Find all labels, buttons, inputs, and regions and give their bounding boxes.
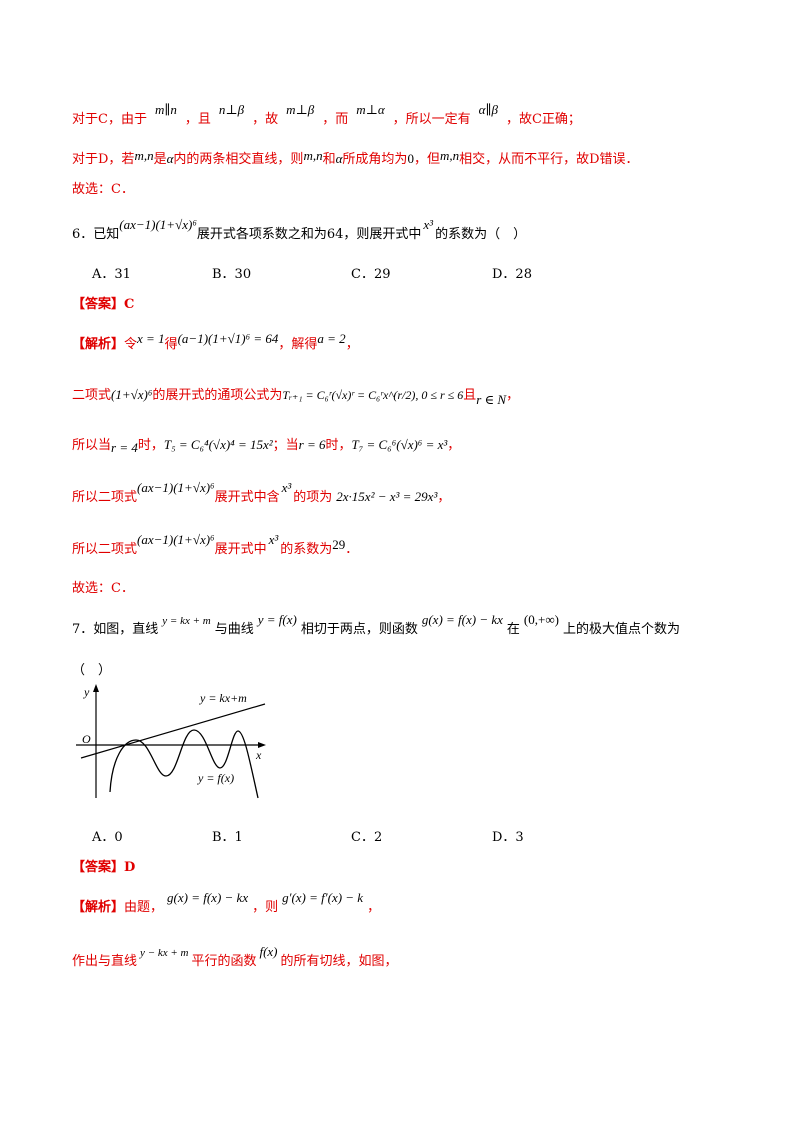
math-m-parallel-n: m∥n xyxy=(154,102,177,117)
q7-option-b: B．1 xyxy=(212,830,243,845)
label-curve: y = f(x) xyxy=(197,771,234,785)
solution-6-line-1: 【解析】令x = 1得(a−1)(1+√1)⁶ = 64，解得a = 2， xyxy=(72,331,359,352)
solution-c-line: 对于C，由于m∥n，且n⊥β，故m⊥β，而m⊥α，所以一定有α∥β，故C正确； xyxy=(72,102,581,127)
solution-6-choice: 故选：C． xyxy=(72,581,134,596)
question-7: 7．如图，直线y = kx + m与曲线y = f(x)相切于两点，则函数g(x… xyxy=(72,612,680,637)
solution-d-line: 对于D，若m,n是α内的两条相交直线，则m,n和α所成角均为0，但m,n相交，从… xyxy=(72,148,639,167)
choice-line: 故选：C． xyxy=(72,182,134,197)
math-m-perp-beta: m⊥β xyxy=(286,102,315,117)
answer-6: 【答案】C xyxy=(72,297,135,312)
q7-option-a: A．0 xyxy=(92,830,123,845)
solution-6-line-3: 所以当r = 4时，T₅ = C₆⁴(√x)⁴ = 15x²；当r = 6时，T… xyxy=(72,437,461,455)
solution-7-line-1: 【解析】由题，g(x) = f(x) − kx，则g′(x) = f′(x) −… xyxy=(72,890,381,915)
q7-option-d: D．3 xyxy=(492,830,524,845)
option-d: D．28 xyxy=(492,267,532,282)
solution-7-line-2: 作出与直线y − kx + m平行的函数f(x)的所有切线，如图， xyxy=(72,944,398,969)
label-y-axis: y xyxy=(83,685,90,699)
math-alpha-parallel-beta: α∥β xyxy=(478,102,498,117)
option-b: B．30 xyxy=(212,267,252,282)
option-a: A．31 xyxy=(92,267,131,282)
q7-option-c: C．2 xyxy=(351,830,383,845)
y-axis-arrow xyxy=(93,684,99,692)
option-c: C．29 xyxy=(351,267,391,282)
solution-6-line-2: 二项式(1+√x)⁶的展开式的通项公式为Tᵣ₊₁ = C₆ʳ(√x)ʳ = C₆… xyxy=(72,387,520,407)
function-figure: y = kx+m y = f(x) y x O xyxy=(76,684,266,799)
solution-6-line-5: 所以二项式(ax−1)(1+√x)⁶展开式中x³的系数为29． xyxy=(72,532,359,557)
label-tangent-line: y = kx+m xyxy=(199,691,247,705)
math-n-perp-beta: n⊥β xyxy=(218,102,245,117)
question-6: 6．已知(ax−1)(1+√x)⁶展开式各项系数之和为64，则展开式中x³的系数… xyxy=(72,217,527,242)
label-x-axis: x xyxy=(255,748,262,762)
answer-7: 【答案】D xyxy=(72,860,136,875)
tangent-line xyxy=(80,703,266,759)
x-axis-arrow xyxy=(258,742,266,748)
math-m-perp-alpha: m⊥α xyxy=(356,102,385,117)
question-7-paren: （ ） xyxy=(72,663,112,678)
label-origin: O xyxy=(82,732,91,746)
solution-6-line-4: 所以二项式(ax−1)(1+√x)⁶展开式中含x³的项为 2x·15x² − x³… xyxy=(72,480,451,505)
curve-f xyxy=(109,729,259,799)
